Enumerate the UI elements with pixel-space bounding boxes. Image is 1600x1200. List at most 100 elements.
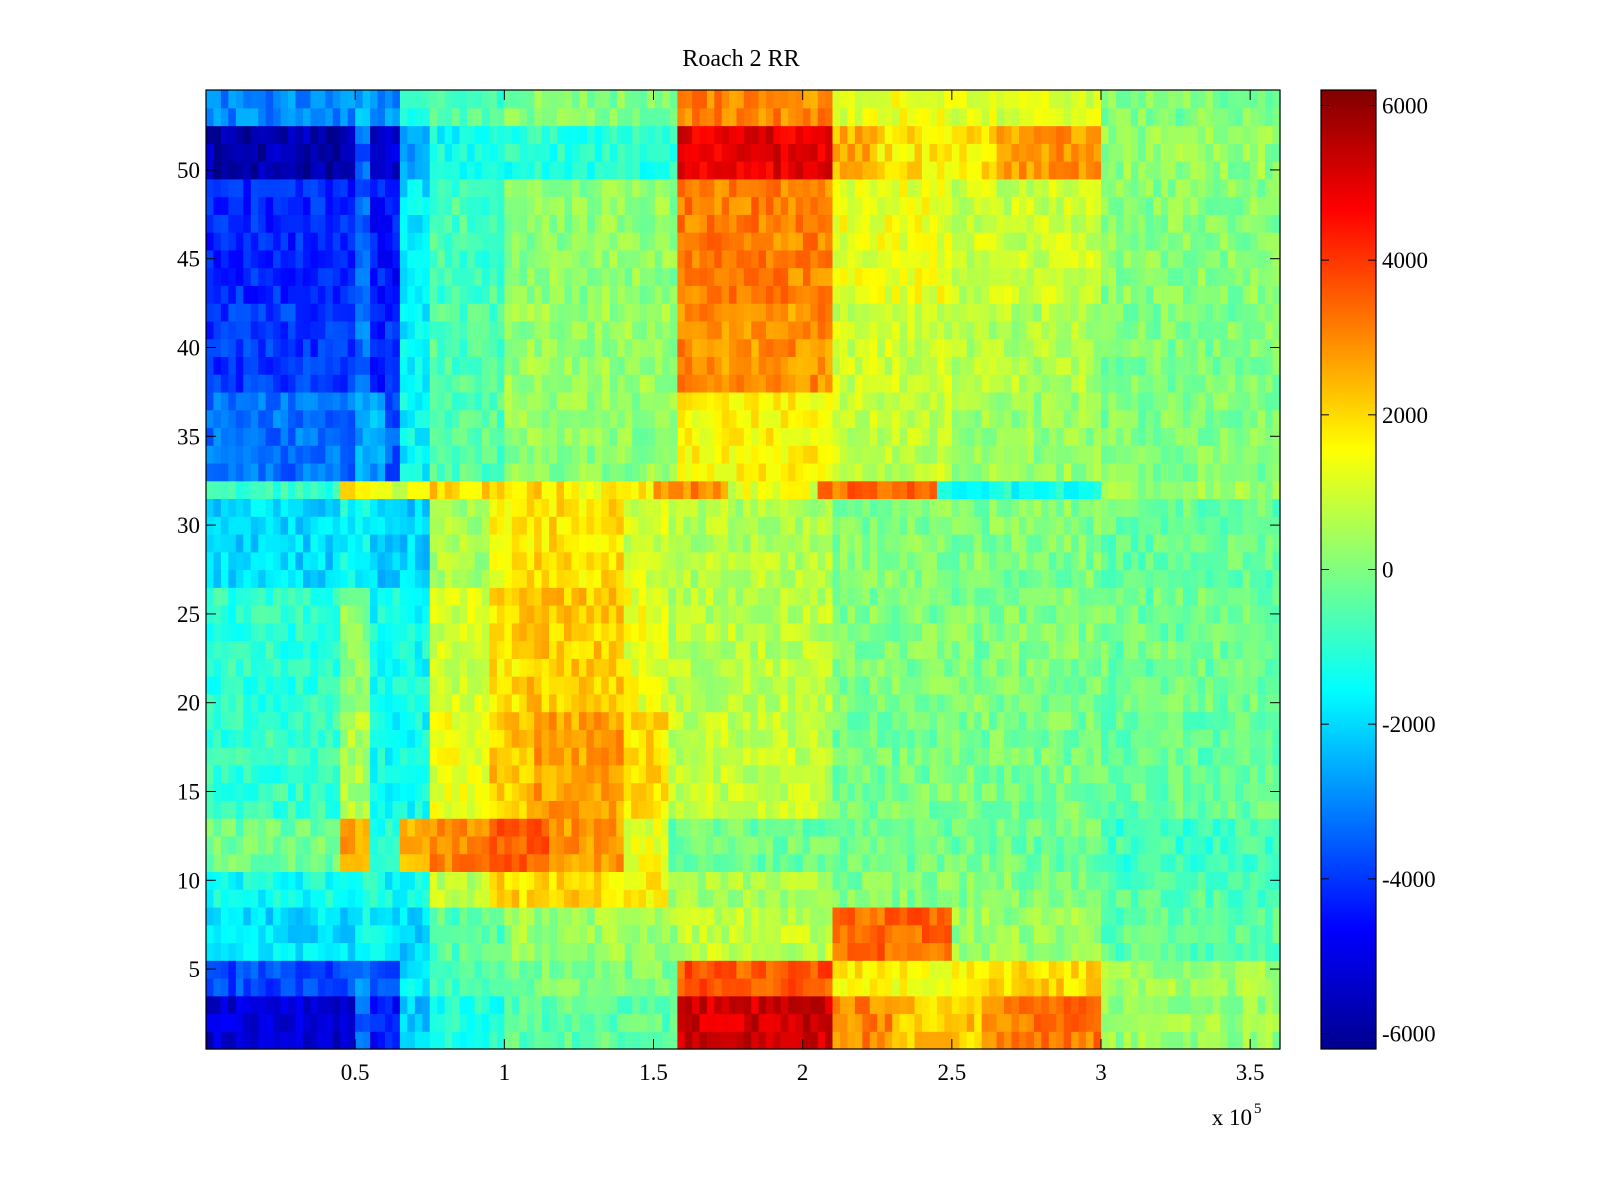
heatmap-cell — [235, 462, 244, 482]
heatmap-cell — [1257, 693, 1266, 713]
heatmap-cell — [706, 906, 715, 926]
heatmap-cell — [966, 445, 975, 464]
heatmap-cell — [698, 835, 707, 855]
heatmap-cell — [355, 640, 364, 659]
heatmap-cell — [1004, 747, 1013, 766]
heatmap-cell — [951, 1013, 960, 1032]
heatmap-cell — [534, 1031, 543, 1050]
heatmap-cell — [474, 480, 483, 500]
heatmap-cell — [504, 889, 513, 908]
heatmap-cell — [1078, 871, 1087, 890]
heatmap-cell — [1153, 569, 1162, 588]
heatmap-cell — [1101, 551, 1110, 571]
heatmap-cell — [1048, 782, 1057, 801]
heatmap-cell — [250, 853, 259, 873]
heatmap-cell — [392, 427, 401, 446]
heatmap-cell — [310, 640, 319, 659]
heatmap-cell — [772, 711, 781, 730]
heatmap-cell — [675, 747, 684, 766]
heatmap-cell — [385, 1031, 394, 1050]
heatmap-cell — [578, 498, 587, 517]
heatmap-cell — [639, 977, 648, 997]
heatmap-cell — [332, 676, 341, 695]
heatmap-cell — [481, 480, 491, 500]
heatmap-cell — [1063, 764, 1072, 784]
heatmap-cell — [802, 658, 811, 677]
heatmap-cell — [974, 693, 983, 713]
heatmap-cell — [780, 640, 789, 659]
heatmap-cell — [474, 818, 483, 837]
heatmap-cell — [788, 906, 797, 926]
heatmap-cell — [951, 445, 960, 464]
heatmap-cell — [370, 835, 379, 855]
heatmap-cell — [847, 605, 856, 624]
heatmap-cell — [735, 480, 744, 500]
heatmap-cell — [593, 605, 602, 624]
heatmap-cell — [989, 977, 998, 997]
heatmap-cell — [273, 693, 282, 713]
heatmap-cell — [1048, 676, 1057, 695]
heatmap-cell — [638, 871, 647, 890]
heatmap-cell — [414, 782, 423, 801]
heatmap-cell — [609, 462, 618, 482]
heatmap-cell — [698, 533, 707, 553]
heatmap-cell — [847, 729, 856, 748]
heatmap-cell — [608, 764, 617, 784]
heatmap-cell — [332, 480, 341, 500]
heatmap-cell — [780, 1013, 789, 1032]
heatmap-cell — [474, 462, 483, 482]
heatmap-cell — [1048, 960, 1057, 979]
heatmap-cell — [959, 498, 968, 517]
heatmap-cell — [751, 960, 760, 979]
heatmap-cell — [623, 622, 632, 642]
heatmap-cell — [1190, 640, 1199, 659]
heatmap-cell — [654, 427, 663, 446]
heatmap-cell — [884, 605, 893, 624]
heatmap-cell — [1086, 551, 1095, 571]
heatmap-cell — [1220, 782, 1229, 801]
heatmap-cell — [877, 924, 886, 944]
heatmap-cell — [1033, 658, 1042, 677]
heatmap-cell — [1086, 569, 1095, 588]
heatmap-cell — [407, 640, 416, 659]
heatmap-cell — [631, 764, 640, 784]
heatmap-cell — [206, 889, 215, 908]
heatmap-cell — [996, 889, 1005, 908]
heatmap-cell — [1041, 533, 1050, 553]
heatmap-cell — [854, 906, 863, 926]
heatmap-cell — [235, 658, 244, 677]
heatmap-cell — [1018, 676, 1028, 695]
heatmap-cell — [1115, 764, 1124, 784]
heatmap-cell — [1115, 835, 1124, 855]
heatmap-cell — [310, 747, 319, 766]
heatmap-cell — [243, 587, 252, 606]
heatmap-cell — [1265, 516, 1274, 535]
heatmap-cell — [414, 498, 423, 517]
heatmap-cell — [228, 889, 237, 908]
heatmap-cell — [617, 960, 626, 979]
heatmap-cell — [720, 871, 729, 890]
heatmap-cell — [647, 924, 656, 944]
heatmap-cell — [951, 764, 960, 784]
heatmap-cell — [444, 818, 453, 837]
heatmap-cell — [751, 1013, 760, 1032]
heatmap-cell — [839, 906, 849, 926]
heatmap-cell — [877, 889, 886, 908]
heatmap-cell — [757, 889, 766, 908]
heatmap-cell — [646, 747, 655, 766]
heatmap-cell — [684, 906, 693, 926]
heatmap-cell — [295, 835, 304, 855]
heatmap-cell — [1078, 658, 1087, 677]
heatmap-cell — [1108, 498, 1117, 517]
heatmap-cell — [1138, 800, 1147, 819]
heatmap-cell — [1011, 462, 1020, 482]
heatmap-cell — [1004, 445, 1013, 464]
heatmap-cell — [1212, 1031, 1221, 1050]
heatmap-cell — [1272, 658, 1281, 677]
heatmap-cell — [206, 551, 215, 571]
heatmap-cell — [332, 960, 341, 979]
heatmap-cell — [1212, 693, 1221, 713]
heatmap-cell — [422, 427, 431, 446]
heatmap-cell — [1272, 800, 1281, 819]
heatmap-cell — [989, 658, 998, 677]
